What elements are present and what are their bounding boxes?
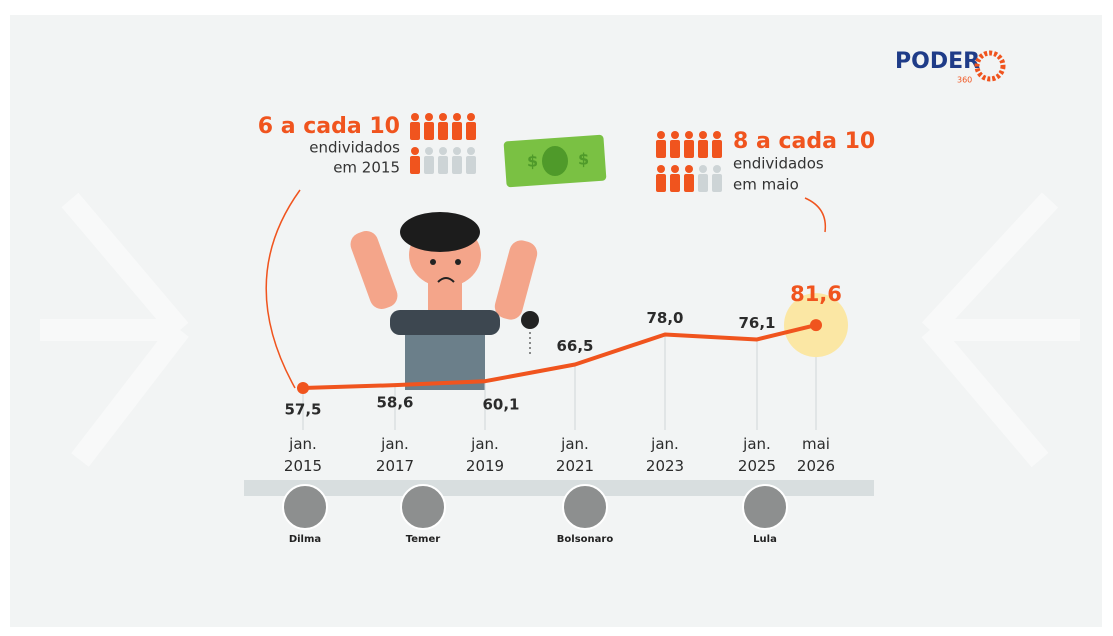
person-icon [410, 122, 420, 140]
person-icon [656, 140, 666, 158]
person-icon [411, 113, 419, 121]
point [810, 319, 822, 331]
person-icon [698, 140, 708, 158]
callout-text: em 2015 [333, 159, 400, 177]
person-icon [452, 156, 462, 174]
person-icon [657, 131, 665, 139]
president-name: Lula [753, 534, 777, 545]
value-label: 57,5 [284, 401, 321, 419]
person-icon [467, 113, 475, 121]
president-photo [743, 485, 787, 529]
person-icon [466, 122, 476, 140]
person-icon [684, 140, 694, 158]
person-icon [410, 156, 420, 174]
infographic: PODER 360 6 a cada 10 endividados em 201… [0, 0, 1113, 632]
point [297, 382, 309, 394]
person-icon [467, 147, 475, 155]
svg-text:$: $ [578, 150, 589, 169]
value-label: 78,0 [646, 309, 683, 327]
person-icon [439, 113, 447, 121]
person-icon [425, 113, 433, 121]
person-icon [712, 140, 722, 158]
callout-text: em maio [733, 176, 799, 194]
president-name: Bolsonaro [557, 534, 614, 545]
value-label: 76,1 [738, 314, 775, 332]
person-icon [452, 122, 462, 140]
person-icon [685, 165, 693, 173]
person-icon [713, 131, 721, 139]
person-icon [411, 147, 419, 155]
person-icon [466, 156, 476, 174]
person-icon [424, 156, 434, 174]
person-icon [424, 122, 434, 140]
value-label: 66,5 [556, 337, 593, 355]
person-icon [699, 165, 707, 173]
person-icon [438, 122, 448, 140]
president-photo [563, 485, 607, 529]
value-label: 58,6 [376, 394, 413, 412]
president-photo [283, 485, 327, 529]
person-icon [453, 113, 461, 121]
person-icon [684, 174, 694, 192]
person-icon [657, 165, 665, 173]
president-photo [401, 485, 445, 529]
person-icon [698, 174, 708, 192]
person-icon [438, 156, 448, 174]
president-name: Dilma [289, 534, 321, 545]
callout-text: endividados [733, 155, 824, 173]
president-name: Temer [406, 534, 440, 545]
money-icon: $ $ [504, 135, 607, 188]
brand: PODER [895, 49, 980, 74]
brand-suffix: 360 [957, 76, 972, 85]
callout-headline: 8 a cada 10 [733, 129, 875, 154]
value-label: 60,1 [482, 396, 519, 414]
value-label: 81,6 [790, 282, 842, 306]
callout-text: endividados [309, 139, 400, 157]
person-icon [656, 174, 666, 192]
person-icon [439, 147, 447, 155]
person-icon [685, 131, 693, 139]
person-icon [713, 165, 721, 173]
person-icon [670, 174, 680, 192]
person-icon [671, 131, 679, 139]
person-icon [425, 147, 433, 155]
person-icon [453, 147, 461, 155]
person-icon [699, 131, 707, 139]
person-icon [670, 140, 680, 158]
person-icon [671, 165, 679, 173]
person-icon [712, 174, 722, 192]
svg-text:$: $ [527, 152, 538, 171]
callout-headline: 6 a cada 10 [258, 114, 400, 139]
